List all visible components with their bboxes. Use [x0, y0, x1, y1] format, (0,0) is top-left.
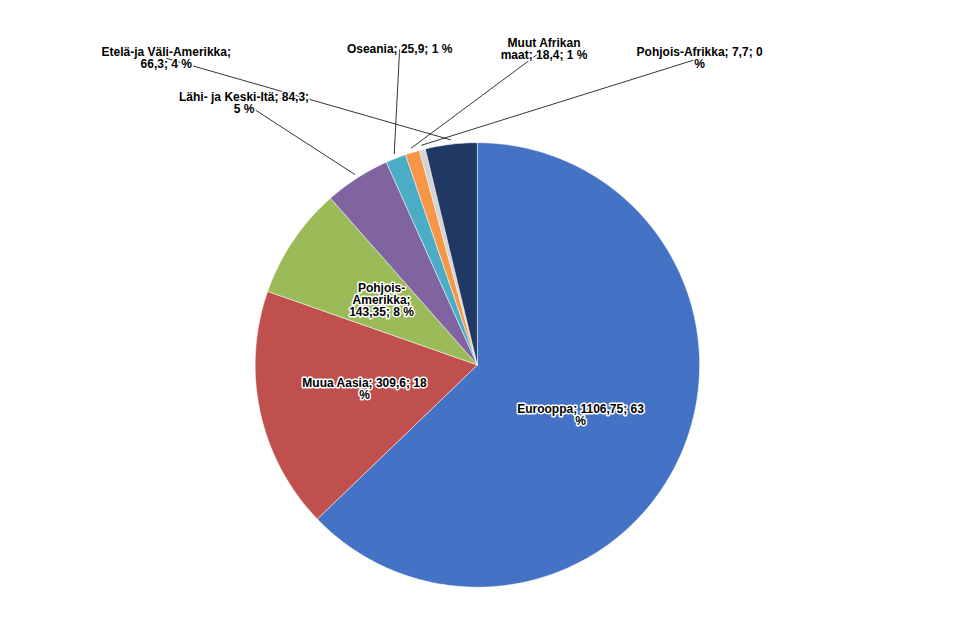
svg-text:Oseania; 25,9; 1 %: Oseania; 25,9; 1 % [347, 42, 453, 56]
svg-text:Muua Aasia; 309,6; 18%: Muua Aasia; 309,6; 18% [302, 376, 427, 402]
svg-text:Etelä-ja Väli-Amerikka;66,3; 4: Etelä-ja Väli-Amerikka;66,3; 4 % [102, 45, 231, 71]
svg-text:Pohjois-Afrikka; 7,7; 0%: Pohjois-Afrikka; 7,7; 0% [637, 45, 763, 71]
svg-text:Pohjois-Amerikka;143,35; 8 %: Pohjois-Amerikka;143,35; 8 % [349, 281, 414, 319]
svg-text:Eurooppa; 1106,75; 63%: Eurooppa; 1106,75; 63% [517, 402, 644, 428]
svg-text:Muut Afrikanmaat; 18,4; 1 %: Muut Afrikanmaat; 18,4; 1 % [501, 36, 588, 62]
svg-text:Lähi- ja Keski-Itä; 84,3;5 %: Lähi- ja Keski-Itä; 84,3;5 % [179, 90, 309, 116]
